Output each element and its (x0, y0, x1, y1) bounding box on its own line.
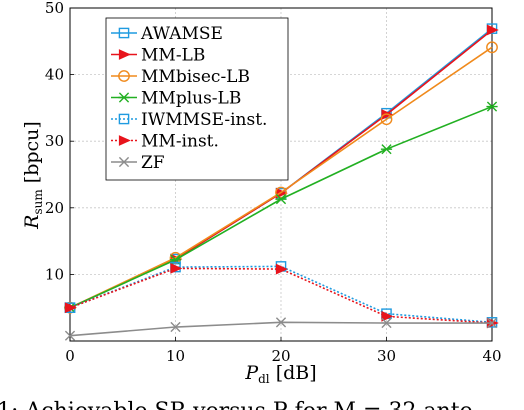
data-point-zf (275, 317, 287, 328)
x-axis-unit: [dB] (270, 362, 317, 384)
data-point-zf (64, 330, 76, 341)
y-tick-label: 20 (45, 199, 64, 217)
legend-item-mm-inst: MM-inst. (111, 132, 219, 152)
legend-item-iwmmse-inst: IWMMSE-inst. (111, 110, 267, 130)
data-point-mmbisec-lb (380, 113, 393, 126)
figure-caption: 1: Achievable SR versus P for M = 32 ant… (0, 399, 473, 410)
legend-label: ZF (141, 153, 165, 173)
legend-swatch-marker (118, 70, 130, 82)
series-line-iwmmse-inst (69, 265, 493, 324)
x-tick-label: 20 (271, 347, 290, 365)
y-axis-title: Rsum [bpcu] (21, 121, 45, 230)
data-point-mmbisec-lb (486, 41, 498, 54)
legend-label: MM-LB (141, 46, 205, 66)
y-tick-label: 10 (45, 265, 64, 283)
legend-label: AWAMSE (140, 24, 223, 44)
data-point-mm-inst (381, 310, 394, 322)
series-mm-inst (64, 263, 499, 329)
legend-item-mm-lb: MM-LB (111, 46, 205, 66)
data-point-mmbisec-lb (275, 186, 287, 199)
series-lines (64, 23, 499, 341)
series-mmplus-lb (64, 101, 498, 313)
data-point-mm-inst (170, 263, 183, 274)
legend: AWAMSEMM-LBMMbisec-LBMMplus-LBIWMMSE-ins… (105, 17, 289, 181)
data-point-zf (170, 321, 181, 333)
legend-label: IWMMSE-inst. (141, 110, 267, 130)
y-axis-unit: [bpcu] (21, 121, 43, 189)
data-point-zf (486, 317, 498, 329)
data-point-mmplus-lb (275, 194, 287, 205)
data-point-mm-lb (486, 24, 499, 36)
series-zf (64, 317, 498, 341)
data-point-zf (381, 317, 392, 329)
legend-swatch-marker (118, 27, 130, 39)
x-axis-sub: dl (258, 372, 270, 386)
legend-item-awamse: AWAMSE (111, 24, 223, 44)
legend-swatch-marker (118, 135, 131, 146)
y-axis-main: R (21, 215, 43, 230)
legend-swatch-marker (118, 156, 130, 168)
data-point-mmplus-lb (380, 144, 393, 155)
y-tick-label: 30 (45, 132, 64, 150)
x-axis-title: Pdl [dB] (244, 362, 316, 386)
x-axis-main: P (244, 362, 259, 384)
legend-box (105, 17, 289, 181)
legend-item-mmbisec-lb: MMbisec-LB (111, 67, 250, 87)
tick-labels: 0 10 20 30 40 10 20 30 40 50 (45, 0, 502, 365)
y-tick-label: 50 (45, 0, 64, 17)
x-tick-label: 0 (65, 347, 75, 365)
legend-item-mmplus-lb: MMplus-LB (111, 89, 241, 109)
x-tick-label: 40 (482, 347, 501, 365)
legend-label: MM-inst. (141, 132, 219, 152)
y-axis-sub: sum (31, 189, 45, 215)
legend-swatch-marker (118, 49, 131, 60)
x-tick-label: 10 (166, 347, 185, 365)
data-point-mmplus-lb (486, 101, 498, 112)
legend-label: MMbisec-LB (141, 67, 250, 87)
data-point-mm-inst (64, 302, 77, 314)
legend-label: MMplus-LB (141, 89, 241, 109)
series-line-mm-inst (69, 267, 493, 324)
data-point-mm-inst (275, 263, 288, 275)
legend-item-zf: ZF (111, 153, 165, 173)
x-tick-label: 30 (377, 347, 396, 365)
y-tick-label: 40 (45, 66, 64, 84)
grid (70, 8, 492, 341)
series-line-mmbisec-lb (69, 46, 493, 309)
legend-swatch-marker (118, 92, 130, 103)
legend-swatch-marker (118, 113, 130, 125)
